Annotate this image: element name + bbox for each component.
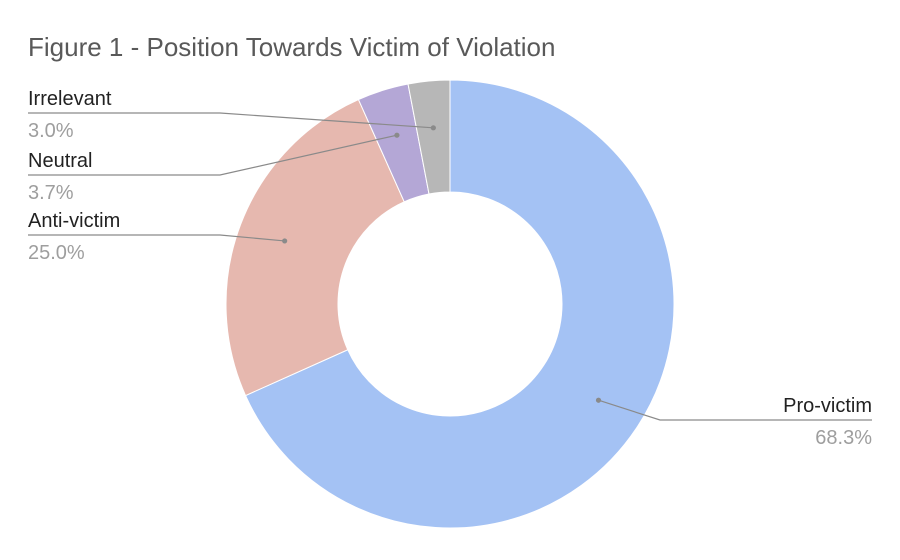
slice-label-irrelevant: Irrelevant: [28, 88, 112, 110]
slice-label-neutral: Neutral: [28, 150, 92, 172]
slice-irrelevant: [407, 79, 451, 195]
leader-line-neutral: [28, 134, 398, 176]
leader-dot-anti-victim: [282, 238, 288, 244]
slice-value-anti-victim: 25.0%: [28, 242, 85, 264]
leader-line-anti-victim: [28, 234, 285, 242]
leader-lines-group: [28, 112, 872, 421]
slice-pro-victim: [244, 79, 675, 529]
slice-value-irrelevant: 3.0%: [28, 120, 74, 142]
leader-dot-pro-victim: [595, 397, 602, 403]
slice-label-pro-victim: Pro-victim: [783, 395, 872, 417]
slice-value-pro-victim: 68.3%: [815, 427, 872, 449]
labels-group: Pro-victim 68.3% Anti-victim 25.0% Neutral 3.…: [28, 88, 872, 449]
slice-label-anti-victim: Anti-victim: [28, 210, 120, 232]
leader-dot-neutral: [394, 132, 400, 138]
chart-title: Figure 1 - Position Towards Victim of Vi…: [28, 32, 555, 62]
slices-group: [225, 79, 675, 529]
slice-anti-victim: [225, 98, 405, 397]
leader-dot-irrelevant: [430, 125, 436, 131]
leader-line-irrelevant: [28, 112, 434, 129]
leader-line-pro-victim: [598, 399, 872, 421]
slice-value-neutral: 3.7%: [28, 182, 74, 204]
